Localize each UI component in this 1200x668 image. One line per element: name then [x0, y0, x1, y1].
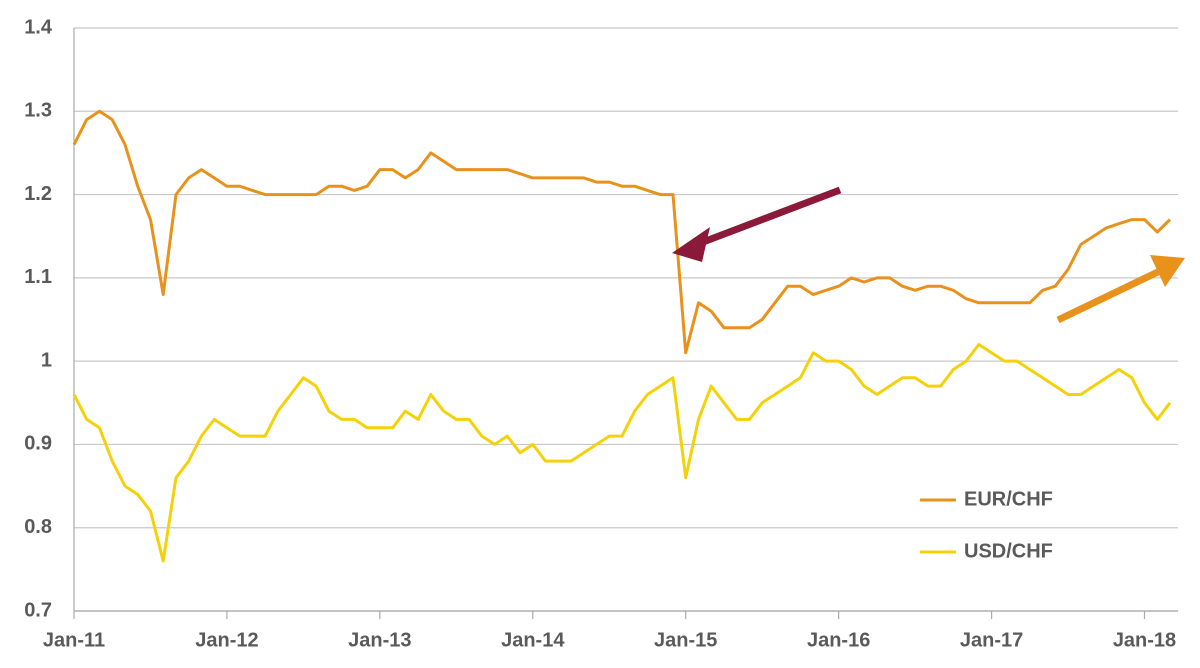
x-tick-label: Jan-15 — [654, 629, 717, 651]
arrow-shaft — [688, 186, 842, 251]
y-tick-label: 0.7 — [24, 599, 52, 621]
x-tick-label: Jan-11 — [43, 629, 105, 651]
legend-label: EUR/CHF — [964, 488, 1053, 510]
y-tick-label: 1.3 — [24, 100, 52, 122]
arrow-head — [1150, 255, 1185, 287]
arrow-shaft — [1056, 264, 1168, 324]
y-tick-label: 0.9 — [24, 433, 52, 455]
plot: 0.7 0.8 0.9 1 1.1 1.2 1.3 1.4 Jan-11 Jan-12 Jan-13… — [24, 16, 1178, 651]
y-tick-label: 0.8 — [24, 516, 52, 538]
x-tick-label: Jan-16 — [807, 629, 870, 651]
series-line — [72, 343, 1172, 563]
legend-label: USD/CHF — [964, 540, 1053, 562]
x-tick-label: Jan-13 — [348, 629, 411, 651]
y-tick-label: 1.2 — [24, 183, 52, 205]
y-tick-label: 1.1 — [24, 266, 52, 288]
x-tick-label: Jan-17 — [960, 629, 1023, 651]
annotation-arrows — [672, 186, 1185, 324]
x-tick-label: Jan-14 — [501, 629, 565, 651]
x-tick-label: Jan-18 — [1113, 629, 1176, 651]
y-tick-label: 1.4 — [24, 16, 53, 38]
x-tick-label: Jan-12 — [195, 629, 258, 651]
series-line — [72, 109, 1172, 355]
arrow-head — [672, 227, 710, 262]
y-tick-label: 1 — [41, 349, 52, 371]
